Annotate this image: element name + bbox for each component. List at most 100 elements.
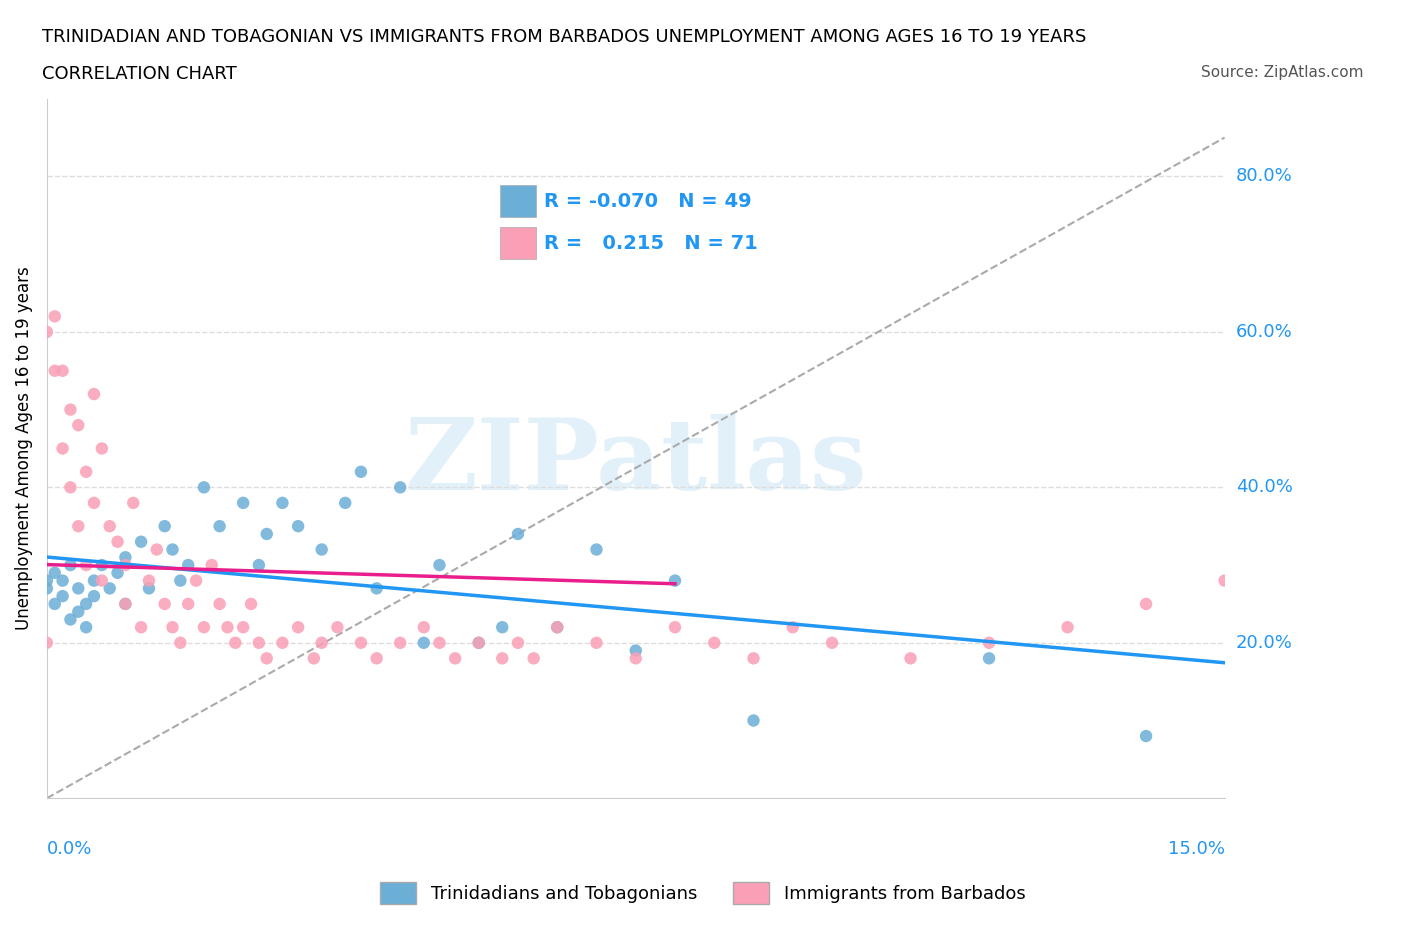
Point <box>335 496 357 511</box>
Point <box>240 596 263 611</box>
Point <box>146 542 169 557</box>
Point <box>169 573 191 588</box>
Point <box>977 651 1000 666</box>
Legend: Trinidadians and Tobagonians, Immigrants from Barbados: Trinidadians and Tobagonians, Immigrants… <box>373 875 1033 911</box>
Point <box>208 519 231 534</box>
Point <box>429 635 451 650</box>
Point <box>585 635 607 650</box>
Point <box>256 651 278 666</box>
Point <box>122 496 145 511</box>
Point <box>1213 573 1236 588</box>
Point <box>75 596 97 611</box>
Point <box>59 558 82 573</box>
Point <box>83 387 105 402</box>
Point <box>366 651 388 666</box>
Point <box>350 464 373 479</box>
Point <box>326 619 349 634</box>
Point <box>1135 728 1157 743</box>
Point <box>821 635 844 650</box>
Point <box>59 480 82 495</box>
Point <box>90 441 112 456</box>
Point <box>83 589 105 604</box>
Point <box>208 596 231 611</box>
Point <box>1056 619 1078 634</box>
Point <box>35 325 58 339</box>
Point <box>184 573 207 588</box>
Point <box>75 619 97 634</box>
Text: 20.0%: 20.0% <box>1236 633 1292 652</box>
Point <box>169 635 191 650</box>
Point <box>52 441 75 456</box>
Point <box>546 619 568 634</box>
Point <box>177 558 200 573</box>
Point <box>624 644 647 658</box>
Point <box>703 635 725 650</box>
Point <box>114 558 136 573</box>
Point <box>90 573 112 588</box>
Point <box>138 581 160 596</box>
Text: ZIPatlas: ZIPatlas <box>405 414 868 511</box>
Point <box>44 565 66 580</box>
Point <box>742 651 765 666</box>
Point <box>1135 596 1157 611</box>
Point <box>664 619 686 634</box>
Point <box>1292 558 1315 573</box>
Point <box>506 526 529 541</box>
Point <box>59 612 82 627</box>
Point <box>366 581 388 596</box>
Text: 15.0%: 15.0% <box>1167 840 1225 858</box>
Point <box>232 619 254 634</box>
Point <box>782 619 804 634</box>
Point <box>585 542 607 557</box>
Point <box>271 635 294 650</box>
Point <box>153 519 176 534</box>
Point <box>506 635 529 650</box>
Point <box>389 480 412 495</box>
Point <box>664 573 686 588</box>
Point <box>224 635 246 650</box>
Point <box>67 519 90 534</box>
Point <box>523 651 546 666</box>
Point <box>287 519 309 534</box>
Point <box>98 581 121 596</box>
Point <box>44 309 66 324</box>
Point <box>114 596 136 611</box>
Point <box>114 550 136 565</box>
Point <box>129 535 152 550</box>
Point <box>217 619 239 634</box>
Point <box>67 581 90 596</box>
Point <box>977 635 1000 650</box>
Point <box>52 364 75 379</box>
Point <box>67 604 90 619</box>
Point <box>247 558 270 573</box>
Point <box>35 635 58 650</box>
Point <box>75 558 97 573</box>
Point <box>67 418 90 432</box>
Point <box>44 596 66 611</box>
Point <box>389 635 412 650</box>
Point <box>52 589 75 604</box>
Point <box>107 565 129 580</box>
Point <box>467 635 489 650</box>
Point <box>491 651 513 666</box>
Point <box>302 651 325 666</box>
Point <box>444 651 467 666</box>
Point <box>311 635 333 650</box>
Point <box>491 619 513 634</box>
Point <box>429 558 451 573</box>
Point <box>138 573 160 588</box>
Point <box>90 558 112 573</box>
Point <box>271 496 294 511</box>
Point <box>193 619 215 634</box>
Y-axis label: Unemployment Among Ages 16 to 19 years: Unemployment Among Ages 16 to 19 years <box>15 267 32 631</box>
Point <box>35 573 58 588</box>
Point <box>153 596 176 611</box>
Text: 0.0%: 0.0% <box>46 840 93 858</box>
Point <box>162 542 184 557</box>
Point <box>742 713 765 728</box>
Point <box>114 596 136 611</box>
Point <box>193 480 215 495</box>
Point <box>467 635 489 650</box>
Point <box>287 619 309 634</box>
Text: 80.0%: 80.0% <box>1236 167 1292 185</box>
